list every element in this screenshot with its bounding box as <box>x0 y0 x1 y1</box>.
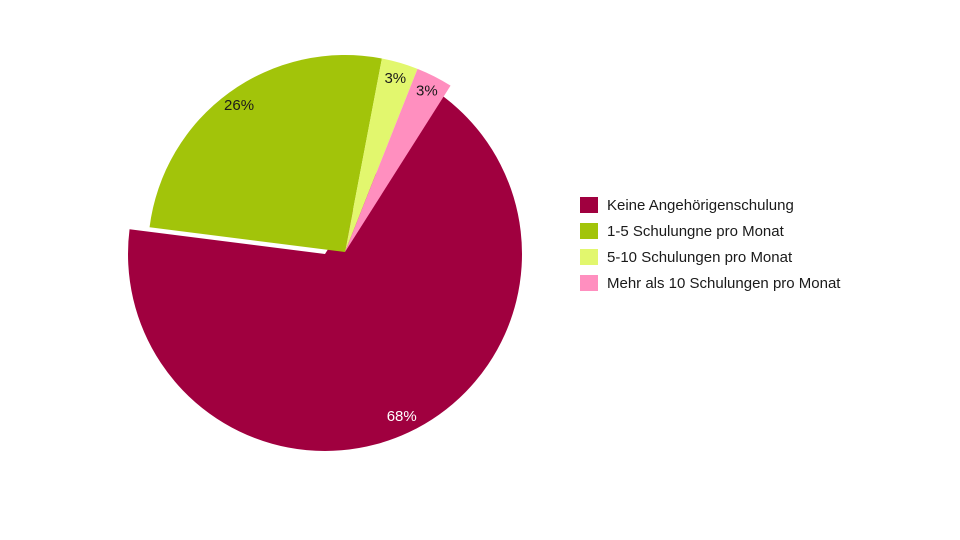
data-label: 68% <box>387 408 417 425</box>
pie-slice <box>128 87 523 451</box>
legend-swatch <box>580 249 598 265</box>
legend-swatch <box>580 223 598 239</box>
pie-slice <box>149 54 382 253</box>
legend-label: 5-10 Schulungen pro Monat <box>607 249 793 266</box>
pie-slice <box>345 58 418 252</box>
legend-label: Mehr als 10 Schulungen pro Monat <box>607 275 841 292</box>
pie-slice <box>345 68 451 252</box>
legend-label: Keine Angehörigenschulung <box>607 197 794 214</box>
legend-label: 1-5 Schulungne pro Monat <box>607 223 785 240</box>
legend-swatch <box>580 197 598 213</box>
data-label: 26% <box>224 97 254 114</box>
data-label: 3% <box>416 82 438 99</box>
legend-swatch <box>580 275 598 291</box>
data-label: 3% <box>384 70 406 87</box>
